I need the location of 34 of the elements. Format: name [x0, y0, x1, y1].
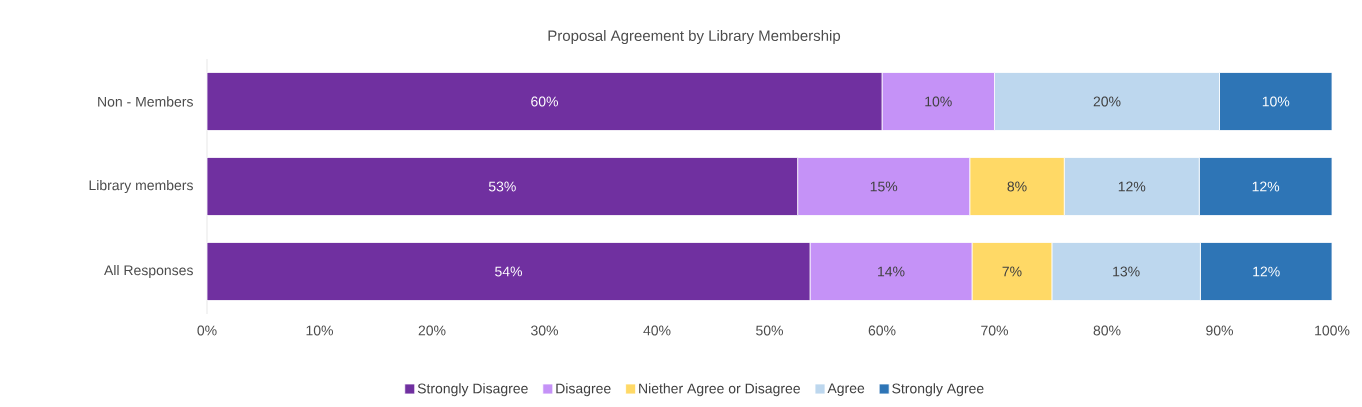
data-label: 14%: [878, 266, 905, 277]
data-label: 54%: [495, 266, 523, 277]
x-tick-label: 30%: [531, 325, 559, 336]
x-tick-label: 50%: [756, 325, 784, 336]
x-tick-label: 10%: [306, 325, 334, 336]
data-label: 12%: [1252, 181, 1280, 192]
x-tick-label: 20%: [418, 325, 446, 336]
data-label: 20%: [1093, 96, 1121, 107]
legend-label: Strongly Agree: [892, 383, 984, 397]
x-tick-label: 60%: [868, 325, 896, 336]
data-label: 12%: [1253, 266, 1280, 277]
x-tick-label: 80%: [1093, 325, 1121, 336]
legend-label: Agree: [827, 383, 865, 396]
data-label: 10%: [1262, 96, 1290, 107]
chart-title: Proposal Agreement by Library Membership: [548, 30, 841, 44]
legend-label: Strongly Disagree: [417, 383, 528, 397]
y-tick-label: Library members: [89, 179, 193, 194]
data-label: 8%: [1007, 181, 1027, 192]
y-tick-label: All Responses: [104, 264, 193, 279]
legend-label: Niether Agree or Disagree: [639, 383, 800, 397]
y-tick-label: Non - Members: [98, 96, 193, 107]
x-tick-label: 100%: [1315, 325, 1350, 336]
x-tick-label: 70%: [981, 325, 1009, 336]
data-label: 15%: [870, 181, 898, 192]
x-tick-label: 40%: [643, 325, 671, 336]
legend-label: Disagree: [556, 383, 611, 397]
data-label: 13%: [1113, 266, 1140, 277]
data-label: 53%: [488, 181, 516, 192]
data-label: 12%: [1118, 181, 1146, 192]
x-tick-label: 0%: [197, 325, 217, 336]
data-label: 7%: [1002, 266, 1022, 277]
x-tick-label: 90%: [1206, 325, 1234, 336]
data-label: 10%: [925, 96, 952, 107]
data-label: 60%: [531, 96, 559, 107]
